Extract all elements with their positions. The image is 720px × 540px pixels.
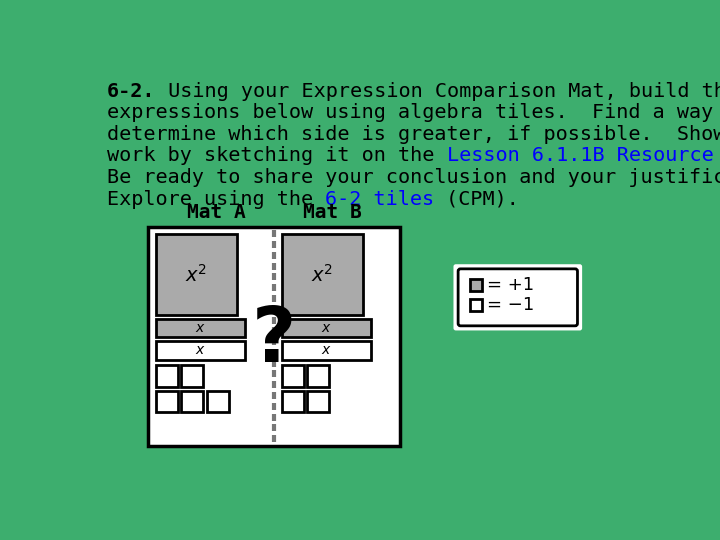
Bar [282, 234, 363, 315]
Bar [282, 365, 304, 387]
Text: = +1: = +1 [487, 276, 534, 294]
Bar [282, 319, 371, 338]
Text: $x$: $x$ [195, 343, 206, 357]
FancyBboxPatch shape [458, 269, 577, 326]
Text: $x$: $x$ [321, 321, 332, 335]
Text: determine which side is greater, if possible.  Show your: determine which side is greater, if poss… [107, 125, 720, 144]
Bar [207, 390, 229, 412]
Text: $x$: $x$ [321, 343, 332, 357]
Text: $x^2$: $x^2$ [186, 264, 207, 286]
Bar [282, 341, 371, 360]
Text: Lesson 6.1.1B Resource Page: Lesson 6.1.1B Resource Page [446, 146, 720, 165]
Text: Be ready to share your conclusion and your justification.: Be ready to share your conclusion and yo… [107, 168, 720, 187]
Bar [282, 390, 304, 412]
Text: $x$: $x$ [195, 321, 206, 335]
Text: work by sketching it on the: work by sketching it on the [107, 146, 446, 165]
Bar [307, 390, 329, 412]
Bar [156, 234, 238, 315]
Text: $x^2$: $x^2$ [312, 264, 333, 286]
Bar [181, 390, 203, 412]
Text: 6-2 tiles: 6-2 tiles [325, 190, 434, 208]
Bar [181, 365, 203, 387]
FancyBboxPatch shape [454, 264, 582, 330]
Text: Using your Expression Comparison Mat, build the two: Using your Expression Comparison Mat, bu… [156, 82, 720, 101]
Text: (CPM).: (CPM). [434, 190, 519, 208]
Bar [469, 299, 482, 311]
Text: Mat A: Mat A [186, 203, 246, 222]
Bar [148, 226, 400, 446]
Bar [469, 279, 482, 291]
Text: Explore using the: Explore using the [107, 190, 325, 208]
Bar [156, 365, 178, 387]
Bar [156, 390, 178, 412]
Text: ?: ? [252, 303, 296, 377]
Text: expressions below using algebra tiles.  Find a way to: expressions below using algebra tiles. F… [107, 103, 720, 122]
Text: Mat B: Mat B [302, 203, 361, 222]
Bar [156, 341, 245, 360]
Bar [307, 365, 329, 387]
Text: 6-2.: 6-2. [107, 82, 156, 101]
Text: = −1: = −1 [487, 296, 534, 314]
Bar [156, 319, 245, 338]
